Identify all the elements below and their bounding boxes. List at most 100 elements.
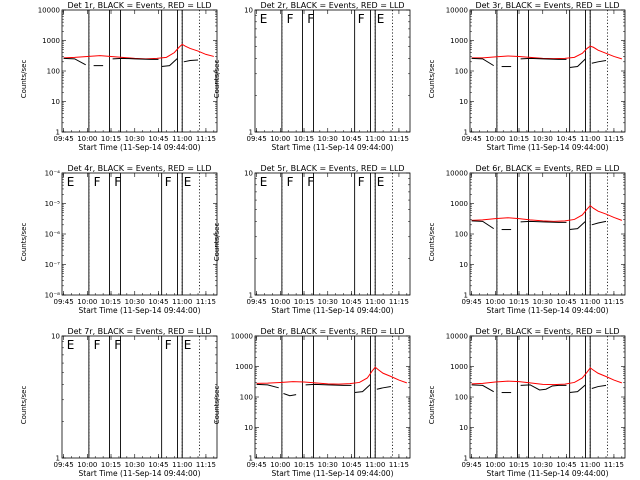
series-lld-line [471, 367, 623, 386]
panel-title: Det 4r, BLACK = Events, RED = LLD [67, 164, 211, 173]
x-tick-label: 11:00 [172, 135, 192, 143]
y-tick-label: 10000 [231, 333, 253, 341]
y-tick-label: 1000 [450, 200, 468, 208]
x-tick-label: 10:30 [533, 298, 553, 306]
x-tick-label: 11:00 [580, 461, 600, 469]
panel-det4: Det 4r, BLACK = Events, RED = LLD 10⁻⁸ 10⁻… [20, 164, 218, 315]
y-tick-label: 100 [240, 394, 253, 402]
x-tick-label: 11:15 [196, 298, 216, 306]
x-tick-label: 11:00 [172, 298, 192, 306]
series-lld-line [256, 366, 408, 385]
y-axis-label: Counts/sec [213, 223, 221, 262]
x-tick-label: 09:45 [246, 135, 266, 143]
y-tick-label: 1 [249, 129, 253, 137]
panel-title: Det 8r, BLACK = Events, RED = LLD [260, 327, 404, 336]
x-axis-label: Start Time (11-Sep-14 09:44:00) [487, 143, 609, 152]
x-tick-label: 09:45 [461, 298, 481, 306]
series-events-segment [283, 393, 297, 397]
panel-title: Det 2r, BLACK = Events, RED = LLD [260, 1, 404, 10]
y-tick-label: 10 [51, 98, 60, 106]
y-tick-label: 1000 [450, 363, 468, 371]
interval-marker-F: F [307, 12, 314, 26]
y-tick-label: 1 [464, 129, 468, 137]
x-tick-label: 10:30 [533, 461, 553, 469]
x-tick-label: 11:15 [604, 135, 624, 143]
y-tick-label: 10⁻⁴ [45, 170, 61, 178]
y-tick-label: 10000 [446, 333, 468, 341]
plot-frame [469, 9, 626, 133]
y-tick-label: 10 [459, 424, 468, 432]
x-tick-label: 11:00 [580, 298, 600, 306]
x-tick-label: 10:00 [270, 461, 290, 469]
interval-marker-F: F [94, 338, 101, 352]
x-tick-label: 10:15 [101, 135, 121, 143]
y-tick-label: 1 [249, 455, 253, 463]
panel-det8: Det 8r, BLACK = Events, RED = LLD 1 10 100 1… [213, 327, 411, 478]
y-tick-label: 1 [249, 292, 253, 300]
panel-det6: Det 6r, BLACK = Events, RED = LLD 1 10 100 1… [428, 164, 626, 315]
x-tick-label: 09:45 [246, 461, 266, 469]
x-axis-label: Start Time (11-Sep-14 09:44:00) [272, 469, 394, 478]
series-events-segment [256, 383, 279, 389]
x-tick-label: 11:15 [389, 135, 409, 143]
x-axis-label: Start Time (11-Sep-14 09:44:00) [272, 306, 394, 315]
y-axis-label: Counts/sec [20, 386, 28, 425]
interval-marker-E: E [67, 175, 75, 189]
x-tick-label: 10:45 [556, 461, 576, 469]
series-events-segment [591, 220, 607, 226]
x-tick-label: 11:15 [604, 298, 624, 306]
series-events-segment [112, 57, 159, 60]
series-lld-line [63, 43, 214, 60]
x-tick-label: 10:45 [556, 135, 576, 143]
series-events-segment [354, 383, 371, 394]
series-events-segment [305, 383, 352, 386]
x-tick-label: 09:45 [53, 135, 73, 143]
interval-marker-F: F [307, 175, 314, 189]
x-tick-label: 11:00 [365, 298, 385, 306]
y-tick-label: 10 [51, 333, 60, 341]
plot-frame [61, 172, 218, 296]
y-tick-label: 10 [244, 424, 253, 432]
series-lld-line [471, 45, 622, 60]
x-tick-label: 11:00 [172, 461, 192, 469]
series-events-segment [63, 57, 86, 66]
y-tick-label: 100 [455, 231, 468, 239]
y-axis-label: Counts/sec [213, 386, 221, 425]
interval-marker-F: F [165, 338, 172, 352]
x-axis-label: Start Time (11-Sep-14 09:44:00) [79, 143, 201, 152]
y-tick-label: 10000 [446, 170, 468, 178]
x-tick-label: 10:00 [77, 135, 97, 143]
plot-frame [469, 172, 626, 296]
x-tick-label: 11:00 [580, 135, 600, 143]
y-axis-label: Counts/sec [20, 60, 28, 99]
x-tick-label: 10:15 [509, 461, 529, 469]
interval-marker-F: F [287, 175, 294, 189]
x-tick-label: 09:45 [461, 461, 481, 469]
interval-marker-E: E [184, 175, 192, 189]
x-tick-label: 10:30 [125, 461, 145, 469]
y-tick-label: 10000 [38, 7, 60, 15]
interval-marker-F: F [94, 175, 101, 189]
plot-frame [254, 335, 411, 459]
series-events-segment [471, 57, 494, 67]
series-events-segment [520, 384, 567, 391]
interval-marker-F: F [114, 338, 121, 352]
panel-det7: Det 7r, BLACK = Events, RED = LLD 1 10 Coun… [20, 327, 218, 478]
x-tick-label: 10:15 [294, 298, 314, 306]
series-events-segment [520, 57, 567, 60]
series-events-segment [520, 220, 567, 223]
panel-det2: Det 2r, BLACK = Events, RED = LLD 1 10 Coun… [213, 1, 411, 152]
y-tick-label: 1 [56, 129, 60, 137]
plot-frame [61, 335, 218, 459]
series-events-segment [569, 384, 586, 394]
x-tick-label: 09:45 [53, 298, 73, 306]
x-tick-label: 09:45 [461, 135, 481, 143]
y-axis-label: Counts/sec [428, 386, 436, 425]
y-tick-label: 100 [455, 394, 468, 402]
x-tick-label: 10:00 [77, 461, 97, 469]
panel-title: Det 1r, BLACK = Events, RED = LLD [67, 1, 211, 10]
x-tick-label: 11:15 [389, 298, 409, 306]
x-tick-label: 10:30 [125, 298, 145, 306]
interval-marker-E: E [184, 338, 192, 352]
x-tick-label: 10:15 [509, 135, 529, 143]
